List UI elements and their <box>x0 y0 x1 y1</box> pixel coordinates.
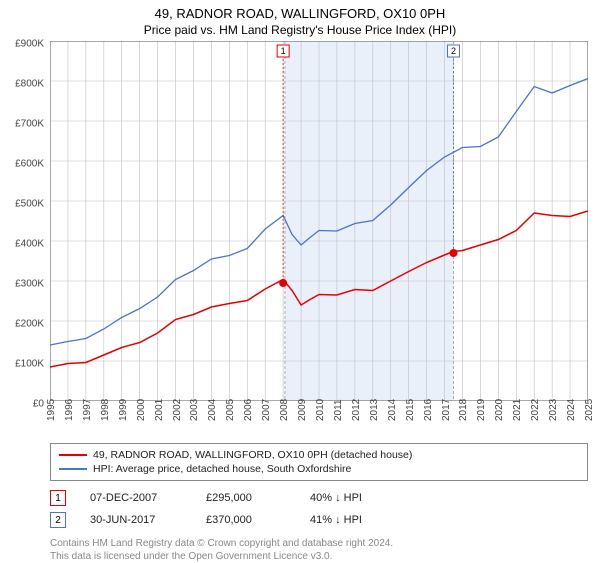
y-axis-labels: £0£100K£200K£300K£400K£500K£600K£700K£80… <box>0 44 48 404</box>
transaction-row: 1 07-DEC-2007 £295,000 40% ↓ HPI <box>50 487 588 509</box>
y-tick-label: £800K <box>15 79 44 90</box>
x-tick-label: 1999 <box>118 399 129 421</box>
y-tick-label: £700K <box>15 119 44 130</box>
x-tick-label: 2006 <box>243 399 254 421</box>
chart-area: 12 <box>50 41 588 401</box>
x-tick-label: 1995 <box>46 399 57 421</box>
license-line2: This data is licensed under the Open Gov… <box>50 550 588 563</box>
y-tick-label: £900K <box>15 39 44 50</box>
marker-badge: 1 <box>50 490 66 506</box>
transaction-price: £295,000 <box>206 492 286 504</box>
x-tick-label: 1998 <box>100 399 111 421</box>
y-tick-label: £400K <box>15 239 44 250</box>
x-tick-label: 2017 <box>441 399 452 421</box>
legend-swatch <box>59 468 87 470</box>
transaction-rows: 1 07-DEC-2007 £295,000 40% ↓ HPI 2 30-JUN-201… <box>50 487 588 531</box>
page-subtitle: Price paid vs. HM Land Registry's House … <box>0 21 600 41</box>
x-tick-label: 2021 <box>512 399 523 421</box>
x-tick-label: 2009 <box>297 399 308 421</box>
x-tick-label: 2011 <box>333 399 344 421</box>
x-tick-label: 2024 <box>566 399 577 421</box>
svg-text:2: 2 <box>451 46 456 56</box>
x-tick-label: 2007 <box>261 399 272 421</box>
x-tick-label: 2020 <box>494 399 505 421</box>
x-tick-label: 2022 <box>530 399 541 421</box>
transaction-price: £370,000 <box>206 514 286 526</box>
transaction-row: 2 30-JUN-2017 £370,000 41% ↓ HPI <box>50 509 588 531</box>
x-tick-label: 2010 <box>315 399 326 421</box>
x-tick-label: 2023 <box>548 399 559 421</box>
x-tick-label: 2000 <box>136 399 147 421</box>
page-title: 49, RADNOR ROAD, WALLINGFORD, OX10 0PH <box>0 0 600 21</box>
y-tick-label: £200K <box>15 319 44 330</box>
figure-container: 49, RADNOR ROAD, WALLINGFORD, OX10 0PH P… <box>0 0 600 560</box>
transaction-diff: 40% ↓ HPI <box>310 492 362 504</box>
y-tick-label: £0 <box>33 399 44 410</box>
transaction-diff: 41% ↓ HPI <box>310 514 362 526</box>
legend-item: 49, RADNOR ROAD, WALLINGFORD, OX10 0PH (… <box>59 448 579 462</box>
license-text: Contains HM Land Registry data © Crown c… <box>50 537 588 563</box>
legend-label: HPI: Average price, detached house, Sout… <box>93 463 351 475</box>
x-tick-label: 2016 <box>423 399 434 421</box>
x-tick-label: 1996 <box>64 399 75 421</box>
license-line1: Contains HM Land Registry data © Crown c… <box>50 537 588 550</box>
x-tick-label: 2019 <box>476 399 487 421</box>
legend-item: HPI: Average price, detached house, Sout… <box>59 462 579 476</box>
x-tick-label: 2013 <box>369 399 380 421</box>
x-tick-label: 2003 <box>189 399 200 421</box>
y-tick-label: £300K <box>15 279 44 290</box>
x-tick-label: 2005 <box>225 399 236 421</box>
x-tick-label: 2014 <box>387 399 398 421</box>
transaction-date: 30-JUN-2017 <box>90 514 182 526</box>
x-axis-labels: 1995199619971998199920002001200220032004… <box>50 401 588 439</box>
x-tick-label: 2015 <box>405 399 416 421</box>
svg-text:1: 1 <box>281 46 286 56</box>
x-tick-label: 2004 <box>207 399 218 421</box>
y-tick-label: £100K <box>15 359 44 370</box>
x-tick-label: 2018 <box>458 399 469 421</box>
x-tick-label: 2001 <box>154 399 165 421</box>
legend-swatch <box>59 454 87 456</box>
transaction-date: 07-DEC-2007 <box>90 492 182 504</box>
x-tick-label: 2025 <box>584 399 595 421</box>
legend-label: 49, RADNOR ROAD, WALLINGFORD, OX10 0PH (… <box>93 449 412 461</box>
x-tick-label: 2002 <box>172 399 183 421</box>
marker-badge: 2 <box>50 512 66 528</box>
line-chart-svg: 12 <box>50 41 588 401</box>
y-tick-label: £500K <box>15 199 44 210</box>
x-tick-label: 2012 <box>351 399 362 421</box>
x-tick-label: 1997 <box>82 399 93 421</box>
y-tick-label: £600K <box>15 159 44 170</box>
legend: 49, RADNOR ROAD, WALLINGFORD, OX10 0PH (… <box>50 443 588 481</box>
x-tick-label: 2008 <box>279 399 290 421</box>
